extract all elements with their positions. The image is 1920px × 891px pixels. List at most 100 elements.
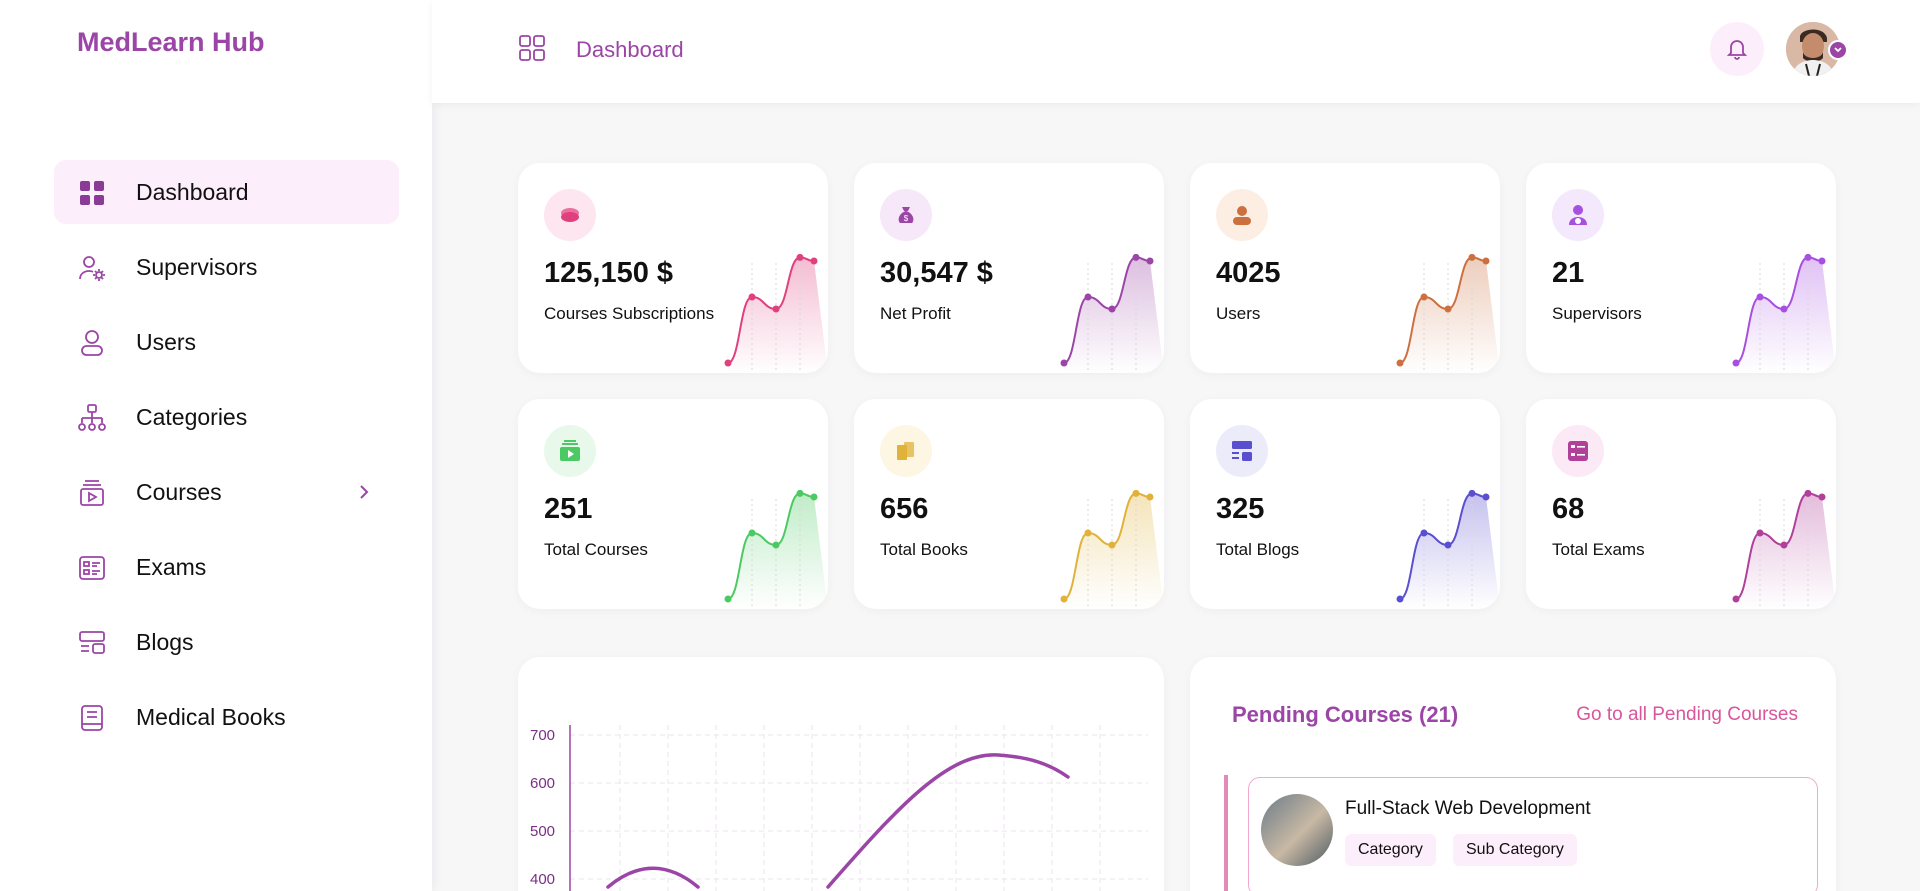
stat-label: Net Profit bbox=[880, 304, 951, 323]
sparkline-point bbox=[1084, 293, 1092, 301]
sparkline-area bbox=[1064, 493, 1164, 609]
course-name: Full-Stack Web Development bbox=[1345, 798, 1591, 819]
stat-value: 30,547 $ bbox=[880, 257, 993, 289]
series-line bbox=[606, 753, 1070, 889]
pending-courses-link[interactable]: Go to all Pending Courses bbox=[1576, 704, 1798, 725]
sidebar-item-label: Courses bbox=[136, 478, 222, 505]
stat-label: Users bbox=[1216, 304, 1261, 323]
sparkline-area bbox=[728, 257, 828, 373]
chevron-right-icon[interactable] bbox=[357, 483, 371, 501]
sparkline-point bbox=[1818, 257, 1826, 265]
sparkline-point bbox=[1108, 305, 1116, 313]
svg-text:$: $ bbox=[904, 214, 909, 223]
sidebar-item-label: Blogs bbox=[136, 628, 194, 655]
stat-value: 251 bbox=[544, 493, 593, 525]
sidebar-item-label: Supervisors bbox=[136, 253, 258, 280]
notifications-button[interactable] bbox=[1710, 22, 1764, 76]
account-menu-toggle[interactable] bbox=[1828, 40, 1848, 60]
sparkline-point bbox=[1060, 359, 1068, 367]
sparkline-area bbox=[1736, 257, 1836, 373]
stat-card[interactable]: 656 Total Books bbox=[854, 399, 1164, 609]
sidebar-item-categories[interactable]: Categories bbox=[54, 385, 399, 449]
money-bag-icon: $ bbox=[898, 207, 914, 223]
stat-icon-badge bbox=[544, 189, 596, 241]
grid-icon bbox=[80, 181, 104, 205]
y-tick-label: 700 bbox=[530, 727, 555, 744]
y-tick-label: 500 bbox=[530, 823, 555, 840]
pending-courses-panel: Pending Courses (21) Go to all Pending C… bbox=[1190, 657, 1836, 891]
stat-card[interactable]: 4025 Users bbox=[1190, 163, 1500, 373]
books-icon bbox=[897, 442, 914, 460]
sparkline-point bbox=[1132, 253, 1140, 261]
stat-value: 4025 bbox=[1216, 257, 1281, 289]
stat-label: Total Books bbox=[880, 540, 968, 559]
course-category-tag: Category bbox=[1345, 834, 1436, 866]
stat-value: 68 bbox=[1552, 493, 1585, 525]
sparkline-area bbox=[728, 493, 828, 609]
stat-icon-badge bbox=[1552, 425, 1604, 477]
stat-icon-badge: $ bbox=[880, 189, 932, 241]
sparkline-chart bbox=[1732, 489, 1836, 609]
sparkline-point bbox=[1396, 359, 1404, 367]
chart-panel: 700 600 500 400 bbox=[518, 657, 1164, 891]
stat-label: Total Blogs bbox=[1216, 540, 1300, 559]
sidebar-item-dashboard[interactable]: Dashboard bbox=[54, 160, 399, 224]
stat-value: 21 bbox=[1552, 257, 1585, 289]
course-subcategory-tag: Sub Category bbox=[1453, 834, 1577, 866]
sidebar-item-supervisors[interactable]: Supervisors bbox=[54, 235, 399, 299]
stat-icon-badge bbox=[1216, 425, 1268, 477]
sparkline-point bbox=[1732, 359, 1740, 367]
sparkline-point bbox=[1804, 253, 1812, 261]
sparkline-point bbox=[1804, 489, 1812, 497]
sidebar-item-users[interactable]: Users bbox=[54, 310, 399, 374]
sparkline-point bbox=[1444, 305, 1452, 313]
sparkline-point bbox=[1146, 493, 1154, 501]
sparkline-area bbox=[1736, 493, 1836, 609]
sparkline-point bbox=[724, 359, 732, 367]
sparkline-point bbox=[1818, 493, 1826, 501]
stat-card[interactable]: 21 Supervisors bbox=[1526, 163, 1836, 373]
sidebar-item-courses[interactable]: Courses bbox=[54, 460, 399, 524]
course-play-icon bbox=[80, 480, 104, 506]
sidebar-item-medical-books[interactable]: Medical Books bbox=[54, 685, 399, 749]
y-tick-label: 400 bbox=[530, 871, 555, 888]
sidebar-item-label: Categories bbox=[136, 403, 248, 430]
sparkline-point bbox=[1756, 293, 1764, 301]
brand-logo[interactable]: MedLearn Hub bbox=[77, 27, 265, 57]
y-tick-label: 600 bbox=[530, 775, 555, 792]
sparkline-chart bbox=[724, 489, 828, 609]
stat-card[interactable]: 251 Total Courses bbox=[518, 399, 828, 609]
line-chart: 700 600 500 400 bbox=[530, 725, 1148, 891]
sidebar-item-exams[interactable]: Exams bbox=[54, 535, 399, 599]
sidebar-item-label: Exams bbox=[136, 553, 207, 580]
stat-card[interactable]: 68 Total Exams bbox=[1526, 399, 1836, 609]
sidebar-nav: Dashboard Supervisors Users Categories bbox=[54, 160, 399, 760]
stat-icon-badge bbox=[880, 425, 932, 477]
sparkline-point bbox=[810, 493, 818, 501]
page-title: Dashboard bbox=[576, 37, 684, 62]
stat-card[interactable]: 125,150 $ Courses Subscriptions bbox=[518, 163, 828, 373]
stat-value: 125,150 $ bbox=[544, 257, 674, 289]
chevron-down-icon bbox=[1834, 47, 1842, 53]
coins-icon bbox=[561, 208, 579, 222]
stat-label: Total Exams bbox=[1552, 540, 1645, 559]
sparkline-point bbox=[1780, 305, 1788, 313]
pending-accent-bar bbox=[1224, 775, 1228, 891]
stat-label: Supervisors bbox=[1552, 304, 1642, 323]
sidebar-item-blogs[interactable]: Blogs bbox=[54, 610, 399, 674]
stat-card[interactable]: $30,547 $ Net Profit bbox=[854, 163, 1164, 373]
sparkline-point bbox=[1444, 541, 1452, 549]
pending-course-card[interactable]: Full-Stack Web Development Category Sub … bbox=[1248, 777, 1818, 891]
sparkline-point bbox=[724, 595, 732, 603]
stat-card[interactable]: 325 Total Blogs bbox=[1190, 399, 1500, 609]
user-icon bbox=[1233, 206, 1251, 225]
sparkline-point bbox=[1108, 541, 1116, 549]
stat-label: Total Courses bbox=[544, 540, 648, 559]
sparkline-point bbox=[772, 541, 780, 549]
sparkline-point bbox=[1146, 257, 1154, 265]
sparkline-point bbox=[1780, 541, 1788, 549]
blog-layout-icon bbox=[1232, 441, 1252, 461]
stat-icon-badge bbox=[1552, 189, 1604, 241]
course-thumbnail bbox=[1261, 794, 1333, 866]
hierarchy-icon bbox=[78, 404, 106, 431]
